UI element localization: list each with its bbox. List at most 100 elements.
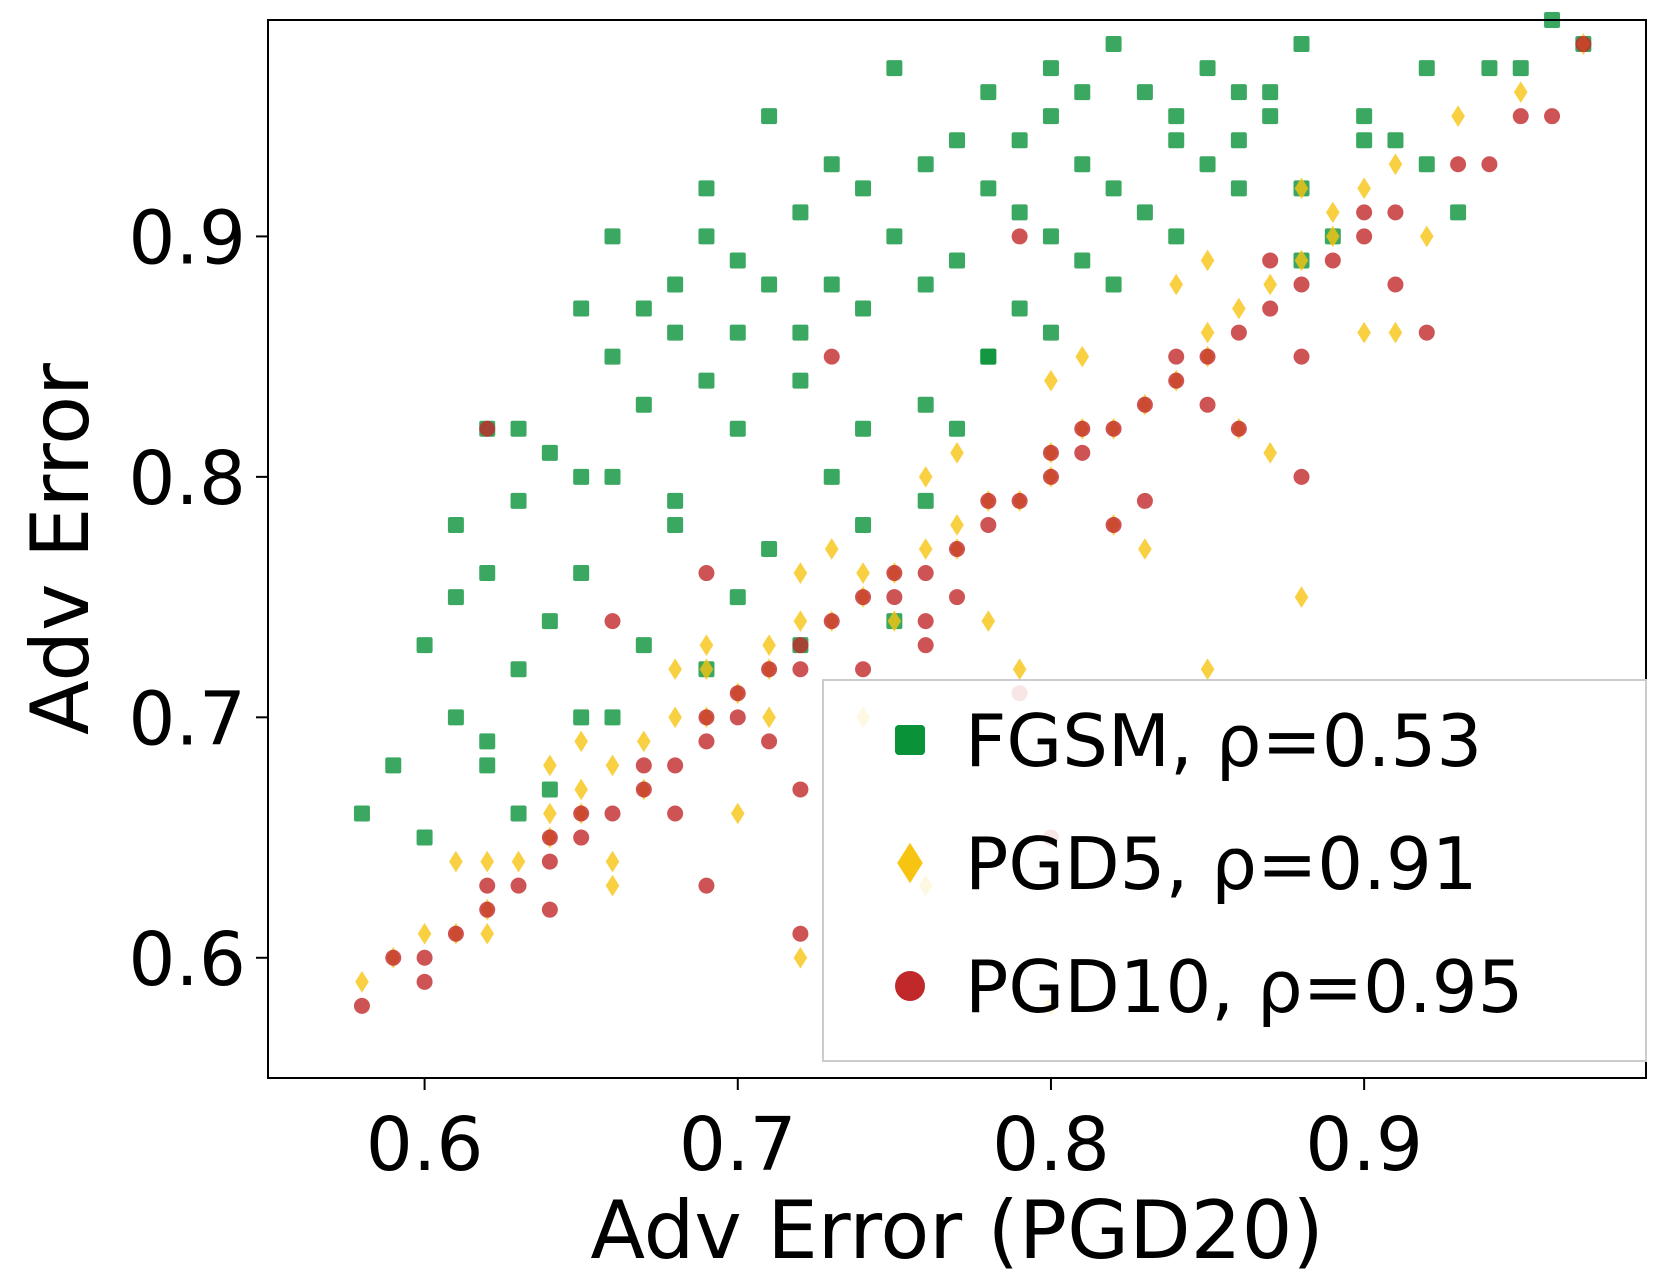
pgd5-point (950, 514, 964, 536)
pgd5-point (793, 610, 808, 632)
pgd10-point (823, 348, 840, 365)
pgd10-point (479, 901, 496, 918)
pgd5-point (1263, 442, 1277, 464)
fgsm-point (1105, 36, 1122, 53)
pgd5-point (417, 922, 432, 945)
fgsm-point (792, 204, 809, 221)
pgd5-point (856, 562, 870, 584)
fgsm-point (823, 276, 840, 293)
pgd5-point (1357, 177, 1371, 200)
fgsm-point (510, 805, 527, 822)
fgsm-point (1168, 228, 1185, 245)
fgsm-point (635, 300, 652, 317)
pgd5-point (1012, 658, 1027, 681)
pgd10-point (855, 589, 872, 606)
pgd5-point (1513, 81, 1528, 103)
pgd10-point (1450, 156, 1467, 173)
legend-entries: FGSM, ρ=0.53 PGD5, ρ=0.91 PGD10, ρ=0.95 (895, 699, 1523, 1029)
fgsm-point (1042, 60, 1059, 77)
fgsm-point (573, 565, 590, 582)
pgd10-point (1199, 396, 1216, 413)
pgd10-point (667, 757, 684, 774)
legend-label-fgsm: FGSM, ρ=0.53 (965, 699, 1482, 783)
pgd10-point (1293, 276, 1310, 293)
pgd5-point (511, 850, 526, 873)
pgd5-point (793, 562, 808, 584)
fgsm-point (479, 733, 496, 750)
fgsm-point (353, 805, 370, 822)
x-tick-label: 0.7 (679, 1102, 797, 1188)
pgd5-point (824, 538, 839, 560)
series-pgd10 (353, 36, 1592, 1014)
fgsm-point (510, 492, 527, 509)
pgd5-point (1075, 345, 1090, 368)
pgd10-point (1074, 444, 1091, 461)
fgsm-point (667, 324, 684, 341)
fgsm-point (1105, 276, 1122, 293)
y-tick-label: 0.8 (128, 436, 246, 522)
y-tick-label: 0.7 (128, 676, 246, 762)
pgd5-point (762, 706, 776, 729)
fgsm-point (823, 156, 840, 173)
fgsm-point (1011, 300, 1028, 317)
pgd10-point (1356, 228, 1373, 245)
legend-entry-fgsm: FGSM, ρ=0.53 (895, 699, 1482, 783)
fgsm-point (729, 324, 746, 341)
fgsm-point (729, 252, 746, 269)
pgd10-point (1136, 396, 1153, 413)
pgd5-point (1169, 273, 1184, 296)
pgd10-point (980, 516, 997, 533)
pgd10-point (1262, 300, 1279, 317)
fgsm-point (1418, 60, 1435, 77)
fgsm-point (1230, 84, 1247, 101)
fgsm-point (385, 757, 402, 774)
pgd10-point (1387, 276, 1404, 293)
fgsm-point (1011, 132, 1028, 149)
pgd5-point (1200, 321, 1215, 344)
pgd5-point (1200, 249, 1215, 272)
pgd10-point (385, 949, 402, 966)
pgd5-point (1263, 273, 1277, 296)
pgd5-point (699, 634, 714, 656)
pgd5-point (730, 802, 745, 825)
x-axis-label: Adv Error (PGD20) (590, 1184, 1323, 1277)
fgsm-point (1199, 156, 1216, 173)
y-tick-label: 0.6 (128, 917, 246, 1003)
pgd5-point (918, 538, 933, 560)
legend-entry-pgd5: PGD5, ρ=0.91 (897, 822, 1478, 906)
pgd5-point (1388, 321, 1403, 344)
fgsm-point (855, 420, 872, 437)
pgd10-point (1011, 492, 1028, 509)
pgd10-point (949, 541, 965, 557)
fgsm-point (573, 300, 590, 317)
pgd10-point (855, 661, 872, 678)
pgd10-point (1512, 108, 1529, 125)
pgd10-point (1230, 324, 1247, 341)
pgd10-point (1105, 516, 1122, 533)
pgd5-point (1294, 177, 1309, 200)
pgd10-point (479, 877, 496, 894)
pgd5-point (1451, 105, 1465, 127)
fgsm-point (1481, 60, 1498, 77)
fgsm-point (917, 276, 934, 293)
fgsm-point (792, 324, 809, 341)
pgd10-point (917, 613, 934, 630)
fgsm-point (761, 108, 778, 125)
pgd5-point (574, 778, 588, 801)
pgd5-point (543, 754, 557, 777)
fgsm-point (949, 420, 965, 437)
pgd5-point (793, 946, 808, 969)
fgsm-point (541, 613, 558, 630)
pgd5-point (668, 706, 682, 729)
pgd5-point (950, 442, 964, 464)
fgsm-point (447, 589, 464, 606)
fgsm-point (792, 372, 809, 389)
pgd10-point (1011, 228, 1028, 245)
pgd10-point (1262, 252, 1279, 269)
fgsm-point (1042, 228, 1059, 245)
pgd10-point (823, 613, 840, 630)
fgsm-point (1450, 204, 1467, 221)
fgsm-point (1387, 132, 1404, 149)
legend-marker-pgd10 (895, 971, 925, 1001)
fgsm-point (1293, 36, 1310, 53)
